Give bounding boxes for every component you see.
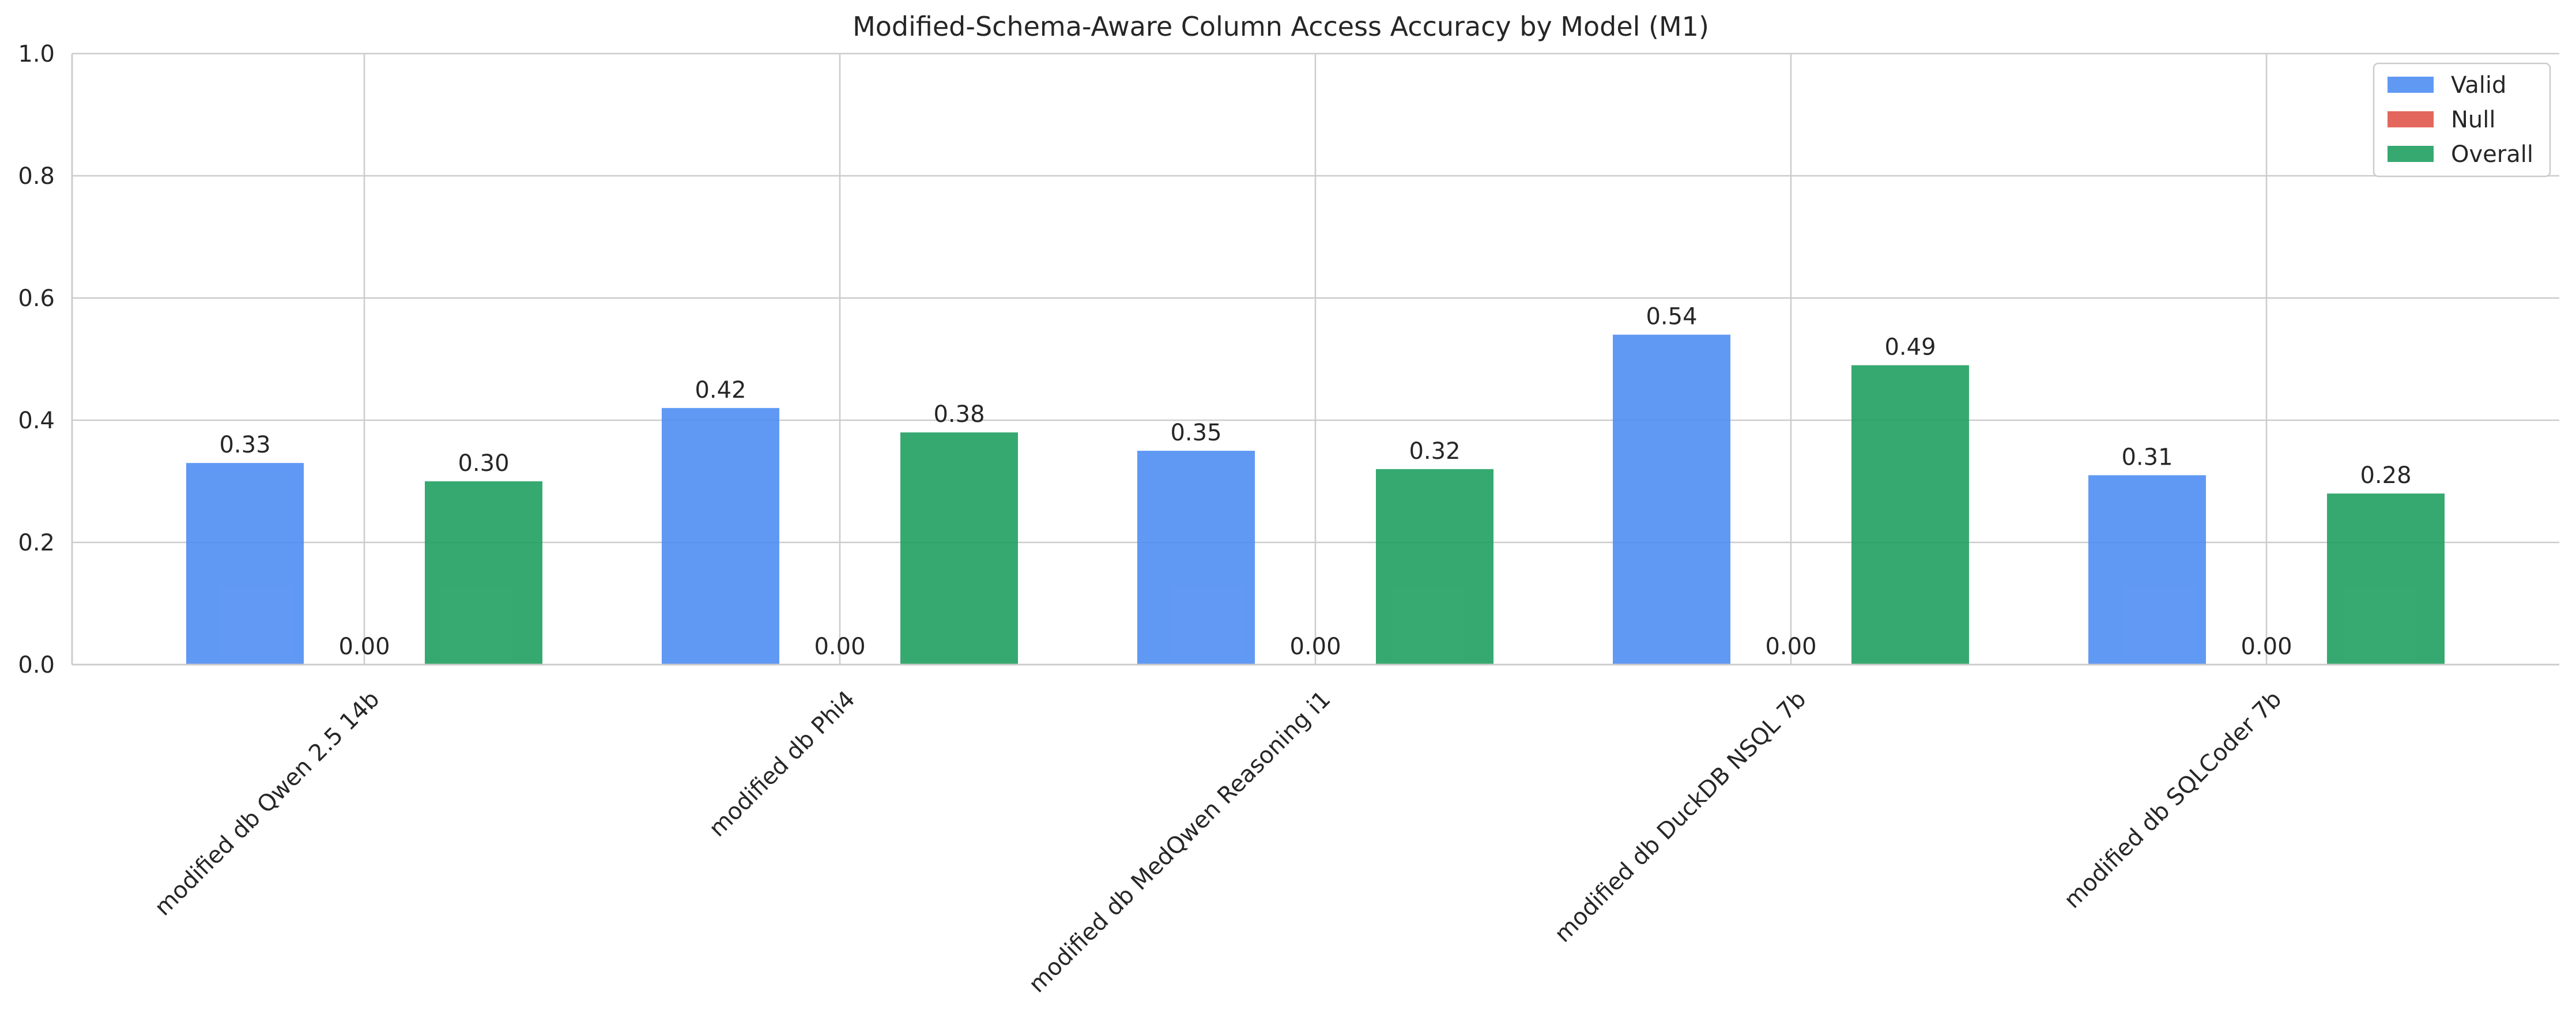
y-tick-label: 1.0 [18,41,55,67]
legend-label-null: Null [2451,107,2496,133]
tick-labels: 0.0 0.2 0.4 0.6 0.8 1.0 [18,41,55,678]
bar-valid [662,408,779,665]
bar-value-label: 0.33 [219,432,270,458]
x-category-label: modified db SQLCoder 7b [2059,686,2287,914]
bar-value-label: 0.00 [338,633,390,660]
bar-value-label: 0.00 [1289,633,1341,660]
category-labels: modified db Qwen 2.5 14b modified db Phi4… [150,686,2287,998]
legend-swatch-valid [2388,77,2434,93]
axes [71,54,2559,666]
bar-overall [425,481,542,665]
bar-value-label: 0.00 [814,633,865,660]
x-category-label: modified db Phi4 [704,686,860,842]
y-tick-label: 0.0 [18,652,55,678]
x-category-label: modified db Qwen 2.5 14b [150,686,385,921]
bar-value-label: 0.30 [458,450,509,477]
bar-value-label: 0.28 [2360,462,2411,489]
value-labels: 0.33 0.00 0.30 0.42 0.00 0.38 0.35 0.00 0.32 0.54… [219,304,2411,660]
bar-overall [2327,493,2445,665]
bar-value-label: 0.31 [2121,444,2173,470]
chart-title: Modified-Schema-Aware Column Access Accu… [853,11,1709,42]
bar-value-label: 0.35 [1170,420,1221,446]
bar-value-label: 0.54 [1646,304,1697,330]
y-tick-label: 0.2 [18,530,55,556]
bars [186,334,2445,665]
bar-value-label: 0.32 [1409,438,1460,465]
legend-swatch-overall [2388,146,2434,162]
bar-overall [1376,469,1493,665]
bar-valid [1613,334,1730,665]
bar-overall [900,432,1018,665]
bar-valid [2088,475,2206,665]
bar-valid [186,463,304,665]
x-category-label: modified db MedQwen Reasoning i1 [1024,686,1336,998]
y-tick-label: 0.4 [18,408,55,434]
bar-overall [1851,365,1969,665]
y-tick-label: 0.6 [18,285,55,312]
legend-label-valid: Valid [2451,72,2506,99]
bar-value-label: 0.49 [1884,334,1936,361]
x-category-label: modified db DuckDB NSQL 7b [1549,686,1811,948]
bar-value-label: 0.42 [695,377,746,403]
legend-label-overall: Overall [2451,141,2533,168]
legend-swatch-null [2388,111,2434,127]
bar-value-label: 0.00 [1765,633,1816,660]
bar-valid [1137,451,1255,665]
bar-value-label: 0.38 [933,401,985,428]
y-tick-label: 0.8 [18,163,55,190]
legend: Valid Null Overall [2373,62,2551,178]
bar-value-label: 0.00 [2241,633,2292,660]
